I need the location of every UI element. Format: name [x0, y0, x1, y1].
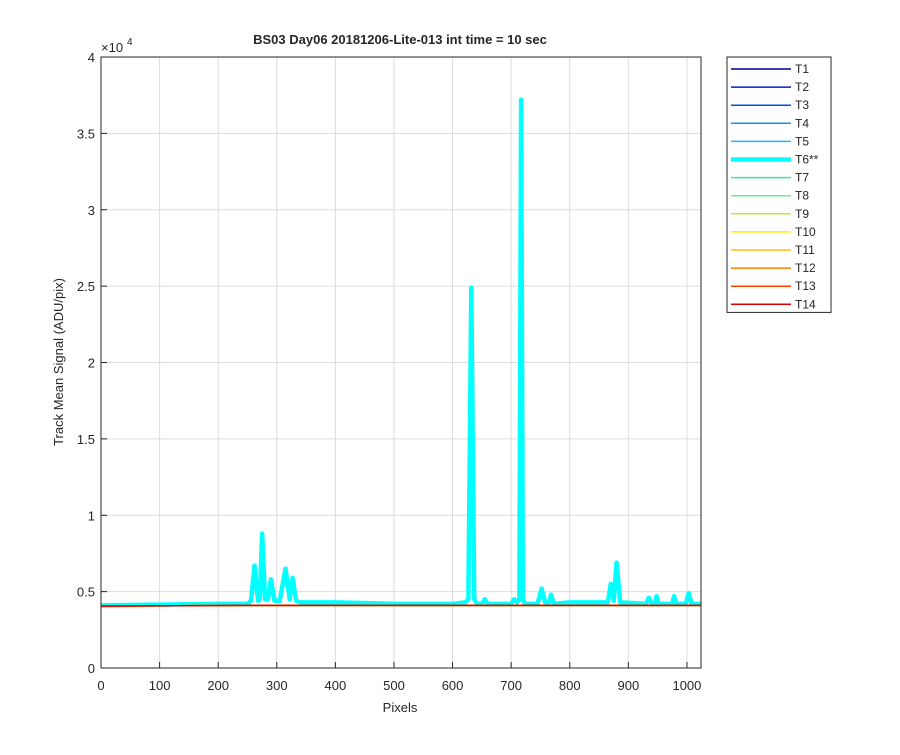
x-tick-label: 200	[207, 678, 229, 693]
y-multiplier-base: ×10	[101, 40, 123, 55]
plot-frame	[100, 56, 702, 669]
y-tick-label: 0	[88, 661, 95, 676]
y-tick-label: 2	[88, 356, 95, 371]
y-tick-label: 3	[88, 203, 95, 218]
legend-label: T4	[795, 116, 809, 130]
x-axis-label: Pixels	[383, 700, 418, 715]
chart-title: BS03 Day06 20181206-Lite-013 int time = …	[253, 32, 547, 47]
x-tick-label: 400	[325, 678, 347, 693]
legend-label: T1	[795, 62, 809, 76]
y-tick-label: 0.5	[77, 585, 95, 600]
y-tick-label: 1	[88, 508, 95, 523]
legend-label: T12	[795, 261, 816, 275]
y-tick-label: 2.5	[77, 279, 95, 294]
legend-label: T7	[795, 171, 809, 185]
legend-label: T3	[795, 98, 809, 112]
y-tick-label: 4	[88, 50, 95, 65]
legend-label: T6**	[795, 153, 819, 167]
legend-label: T2	[795, 80, 809, 94]
y-multiplier-exponent: 4	[127, 37, 133, 48]
x-tick-label: 500	[383, 678, 405, 693]
legend-label: T10	[795, 225, 816, 239]
x-tick-label: 600	[442, 678, 464, 693]
x-tick-label: 900	[617, 678, 639, 693]
x-tick-label: 0	[97, 678, 104, 693]
legend-label: T11	[795, 243, 815, 257]
x-tick-label: 800	[559, 678, 581, 693]
x-tick-label: 1000	[672, 678, 701, 693]
legend-box	[726, 56, 832, 313]
series-line	[100, 97, 701, 608]
y-tick-label: 1.5	[77, 432, 95, 447]
y-tick-label: 3.5	[77, 126, 95, 141]
legend-label: T14	[795, 297, 816, 311]
legend-label: T13	[795, 279, 816, 293]
legend-label: T8	[795, 189, 809, 203]
x-tick-label: 300	[266, 678, 288, 693]
series-line	[100, 604, 701, 607]
legend-label: T9	[795, 207, 809, 221]
x-tick-label: 700	[500, 678, 522, 693]
y-axis-label: Track Mean Signal (ADU/pix)	[51, 278, 66, 446]
x-tick-label: 100	[149, 678, 171, 693]
legend-label: T5	[795, 134, 809, 148]
